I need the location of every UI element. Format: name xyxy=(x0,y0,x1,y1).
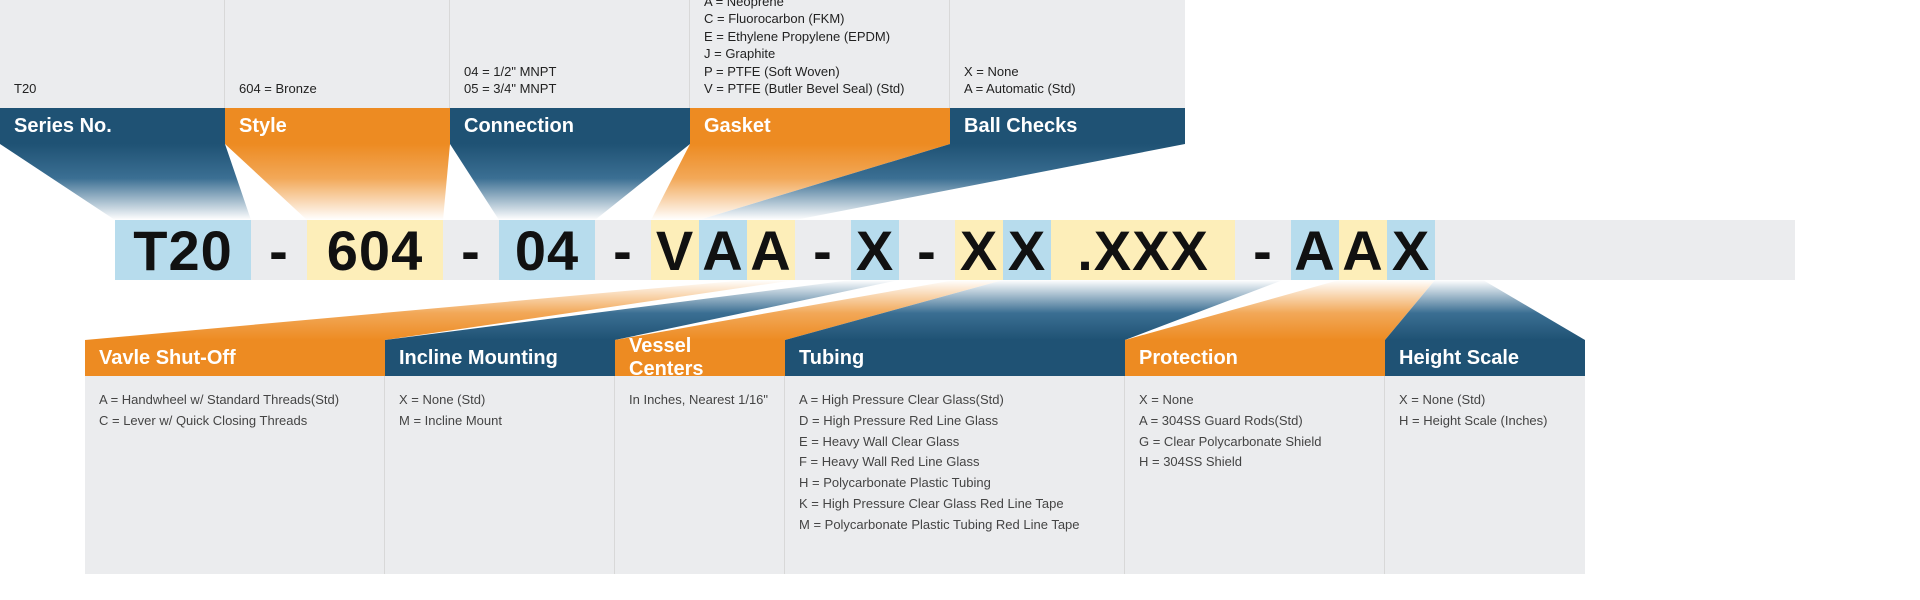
column-header: Style xyxy=(225,108,450,144)
column-header: Protection xyxy=(1125,340,1385,376)
option-line: X = None xyxy=(964,63,1171,81)
part-segment: A xyxy=(747,220,795,280)
part-segment: X xyxy=(1003,220,1051,280)
option-line: J = Graphite xyxy=(704,45,935,63)
option-line: 604 = Bronze xyxy=(239,80,435,98)
part-separator: - xyxy=(795,220,851,280)
bottom-option-column: X = None (Std)M = Incline Mount xyxy=(385,376,615,574)
option-line: E = Ethylene Propylene (EPDM) xyxy=(704,28,935,46)
top-option-column: 604 = Bronze xyxy=(225,0,450,108)
part-separator: - xyxy=(595,220,651,280)
option-line: D = High Pressure Red Line Glass xyxy=(799,411,1110,432)
option-line: A = Neoprene xyxy=(704,0,935,10)
bottom-options-panel: A = Handwheel w/ Standard Threads(Std)C … xyxy=(85,376,1585,574)
top-connector-wedges xyxy=(0,144,1920,220)
option-line: C = Fluorocarbon (FKM) xyxy=(704,10,935,28)
top-option-column: X = NoneA = Automatic (Std) xyxy=(950,0,1185,108)
part-segment: A xyxy=(699,220,747,280)
column-header: Ball Checks xyxy=(950,108,1185,144)
option-line: A = Automatic (Std) xyxy=(964,80,1171,98)
option-line: F = Heavy Wall Red Line Glass xyxy=(799,452,1110,473)
part-separator: - xyxy=(251,220,307,280)
top-options-panel: T20 604 = Bronze 04 = 1/2" MNPT05 = 3/4" M… xyxy=(0,0,1185,108)
part-segment: V xyxy=(651,220,699,280)
option-line: X = None xyxy=(1139,390,1370,411)
option-line: H = 304SS Shield xyxy=(1139,452,1370,473)
option-line: X = None (Std) xyxy=(1399,390,1571,411)
part-separator: - xyxy=(899,220,955,280)
option-line: M = Polycarbonate Plastic Tubing Red Lin… xyxy=(799,515,1110,536)
part-segment: A xyxy=(1291,220,1339,280)
option-line: X = None (Std) xyxy=(399,390,600,411)
bottom-header-row: Vavle Shut-OffIncline MountingVessel Cen… xyxy=(85,340,1585,376)
part-separator: - xyxy=(1235,220,1291,280)
bottom-connector-wedges xyxy=(0,280,1920,340)
option-line: 04 = 1/2" MNPT xyxy=(464,63,675,81)
column-header: Height Scale xyxy=(1385,340,1585,376)
column-header: Tubing xyxy=(785,340,1125,376)
option-line: H = Polycarbonate Plastic Tubing xyxy=(799,473,1110,494)
option-line: A = High Pressure Clear Glass(Std) xyxy=(799,390,1110,411)
part-separator: - xyxy=(443,220,499,280)
part-segment: 604 xyxy=(307,220,443,280)
part-segment: 04 xyxy=(499,220,595,280)
top-header-row: Series No.StyleConnectionGasketBall Chec… xyxy=(0,108,1185,144)
part-number-string: T20-604-04-VAA-X-XX.XXX-AAX xyxy=(115,220,1795,280)
option-line: 05 = 3/4" MNPT xyxy=(464,80,675,98)
column-header: Series No. xyxy=(0,108,225,144)
option-line: P = PTFE (Soft Woven) xyxy=(704,63,935,81)
bottom-option-column: X = NoneA = 304SS Guard Rods(Std)G = Cle… xyxy=(1125,376,1385,574)
option-line: A = Handwheel w/ Standard Threads(Std) xyxy=(99,390,370,411)
option-line: V = PTFE (Butler Bevel Seal) (Std) xyxy=(704,80,935,98)
top-option-column: 04 = 1/2" MNPT05 = 3/4" MNPT xyxy=(450,0,690,108)
top-option-column: T20 xyxy=(0,0,225,108)
top-option-column: A = NeopreneC = Fluorocarbon (FKM)E = Et… xyxy=(690,0,950,108)
bottom-option-column: In Inches, Nearest 1/16" xyxy=(615,376,785,574)
bottom-option-column: X = None (Std)H = Height Scale (Inches) xyxy=(1385,376,1585,574)
option-line: In Inches, Nearest 1/16" xyxy=(629,390,770,411)
part-segment: .XXX xyxy=(1051,220,1235,280)
part-segment: X xyxy=(1387,220,1435,280)
column-header: Vessel Centers xyxy=(615,340,785,376)
option-line: M = Incline Mount xyxy=(399,411,600,432)
option-line: A = 304SS Guard Rods(Std) xyxy=(1139,411,1370,432)
option-line: H = Height Scale (Inches) xyxy=(1399,411,1571,432)
part-segment: X xyxy=(955,220,1003,280)
bottom-option-column: A = Handwheel w/ Standard Threads(Std)C … xyxy=(85,376,385,574)
part-segment: X xyxy=(851,220,899,280)
option-line: C = Lever w/ Quick Closing Threads xyxy=(99,411,370,432)
column-header: Gasket xyxy=(690,108,950,144)
column-header: Incline Mounting xyxy=(385,340,615,376)
option-line: E = Heavy Wall Clear Glass xyxy=(799,432,1110,453)
part-segment: T20 xyxy=(115,220,251,280)
option-line: G = Clear Polycarbonate Shield xyxy=(1139,432,1370,453)
column-header: Connection xyxy=(450,108,690,144)
option-line: T20 xyxy=(14,80,210,98)
column-header: Vavle Shut-Off xyxy=(85,340,385,376)
option-line: K = High Pressure Clear Glass Red Line T… xyxy=(799,494,1110,515)
bottom-option-column: A = High Pressure Clear Glass(Std)D = Hi… xyxy=(785,376,1125,574)
part-segment: A xyxy=(1339,220,1387,280)
